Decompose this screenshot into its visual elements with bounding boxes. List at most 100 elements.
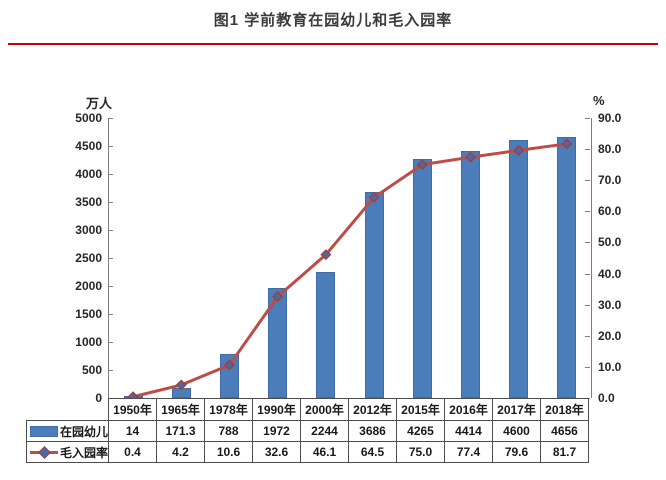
value-cell: 4414: [444, 420, 494, 442]
category-header-cell: 2000年: [300, 398, 350, 421]
left-axis-tick-label: 4000: [75, 167, 102, 181]
right-axis-tick-label: 30.0: [598, 297, 622, 312]
left-axis-tick: [108, 286, 113, 287]
value-cell: 3686: [348, 420, 398, 442]
diamond-marker: [416, 159, 428, 171]
chart-title: 图1 学前教育在园幼儿和毛入园率: [213, 12, 453, 29]
legend-diamond: [38, 445, 51, 459]
right-axis-tick: [585, 335, 590, 337]
diamond-marker: [368, 191, 380, 203]
left-axis-tick-label: 4500: [75, 139, 102, 153]
left-axis-tick: [108, 230, 113, 231]
right-axis-unit-label: %: [593, 93, 605, 108]
left-axis-tick-label: 5000: [75, 111, 102, 125]
category-header-cell: 1965年: [156, 398, 206, 421]
data-table: 1950年 1965年 1978年 1990年 2000年 2012年 2015年 2016年…: [25, 398, 590, 463]
diamond-marker: [465, 151, 476, 163]
category-header-cell: 1950年: [108, 398, 158, 421]
value-cell: 171.3: [156, 420, 206, 442]
value-cell: 81.7: [540, 441, 590, 463]
right-axis-tick-label: 10.0: [598, 359, 622, 374]
category-header-cell: 2016年: [444, 398, 494, 421]
rate-line: [132, 142, 568, 399]
left-axis-tick-label: 1000: [75, 335, 102, 349]
left-axis-tick-label: 2500: [75, 251, 102, 265]
right-axis-tick: [585, 180, 590, 182]
line-legend-icon: [30, 445, 58, 459]
category-header-cell: 1990年: [252, 398, 302, 421]
left-axis-tick: [108, 342, 113, 343]
series-name-label: 在园幼儿: [60, 424, 109, 439]
value-cell: 46.1: [300, 441, 350, 463]
right-axis-tick: [585, 304, 590, 306]
value-cell: 4656: [540, 420, 590, 442]
diamond-marker: [272, 291, 284, 303]
right-axis-tick-label: 70.0: [598, 173, 622, 188]
value-cell: 4265: [396, 420, 446, 442]
value-cell: 32.6: [252, 441, 302, 463]
value-cell: 77.4: [444, 441, 494, 463]
value-cell: 4600: [492, 420, 542, 442]
value-cell: 75.0: [396, 441, 446, 463]
legend-cell-line: 毛入园率: [25, 441, 110, 463]
left-axis-tick: [108, 174, 113, 175]
title-accent-rule: [8, 43, 658, 45]
category-header-cell: 2012年: [348, 398, 398, 421]
left-axis-unit-label: 万人: [86, 96, 113, 111]
right-axis-tick: [585, 242, 590, 244]
bar: [316, 272, 336, 398]
right-axis-tick-label: 50.0: [598, 235, 622, 250]
value-cell: 79.6: [492, 441, 542, 463]
right-axis-tick: [585, 118, 590, 119]
rate-line-series: [127, 138, 573, 403]
value-cell: 14: [108, 420, 158, 442]
plot-area: [108, 118, 592, 403]
bar: [557, 137, 577, 398]
bar: [268, 287, 288, 398]
right-axis-tick-label: 80.0: [598, 142, 622, 157]
right-axis-tick: [585, 149, 590, 151]
value-cell: 10.6: [204, 441, 254, 463]
diamond-marker: [513, 144, 525, 156]
right-axis-tick: [585, 273, 590, 275]
left-axis-tick-label: 3000: [75, 223, 102, 237]
left-axis-tick-label: 2000: [75, 279, 102, 293]
value-cell: 788: [204, 420, 254, 442]
bar: [509, 140, 529, 398]
category-header-cell: 2017年: [492, 398, 542, 421]
value-cell: 4.2: [156, 441, 206, 463]
left-axis-tick-label: 500: [81, 363, 102, 377]
left-axis-tick-label: 0: [95, 391, 102, 405]
left-axis-tick: [108, 314, 113, 315]
value-cell: 64.5: [348, 441, 398, 463]
diamond-marker: [320, 249, 332, 261]
left-axis-tick-label: 1500: [75, 307, 102, 321]
left-axis-tick-label: 3500: [75, 195, 102, 209]
left-axis-tick: [108, 258, 113, 259]
value-cell: 2244: [300, 420, 350, 442]
right-axis-tick-label: 90.0: [598, 111, 622, 125]
series-name-label: 毛入园率: [60, 445, 109, 460]
left-axis-tick: [108, 370, 113, 371]
left-axis-tick: [108, 118, 113, 119]
category-header-cell: 2015年: [396, 398, 446, 421]
bar: [461, 150, 480, 398]
bar-legend-swatch: [30, 425, 58, 437]
value-cell: 1972: [252, 420, 302, 442]
table-corner-blank: [27, 399, 109, 421]
right-axis-tick: [585, 366, 590, 368]
category-header-cell: 1978年: [204, 398, 254, 421]
left-axis-tick: [108, 146, 113, 147]
right-axis-tick-label: 60.0: [598, 204, 622, 219]
diamond-marker: [561, 138, 573, 150]
value-cell: 0.4: [108, 441, 158, 463]
right-axis-tick: [585, 211, 590, 213]
category-header-cell: 2018年: [540, 398, 590, 421]
right-axis-tick-label: 20.0: [598, 328, 622, 343]
right-axis-tick-label: 0.0: [598, 391, 615, 405]
right-axis-tick-label: 40.0: [598, 266, 622, 281]
left-axis-tick: [108, 202, 113, 203]
legend-cell-bars: 在园幼儿: [25, 420, 110, 442]
diamond-marker: [224, 359, 235, 371]
diamond-marker: [175, 379, 187, 391]
